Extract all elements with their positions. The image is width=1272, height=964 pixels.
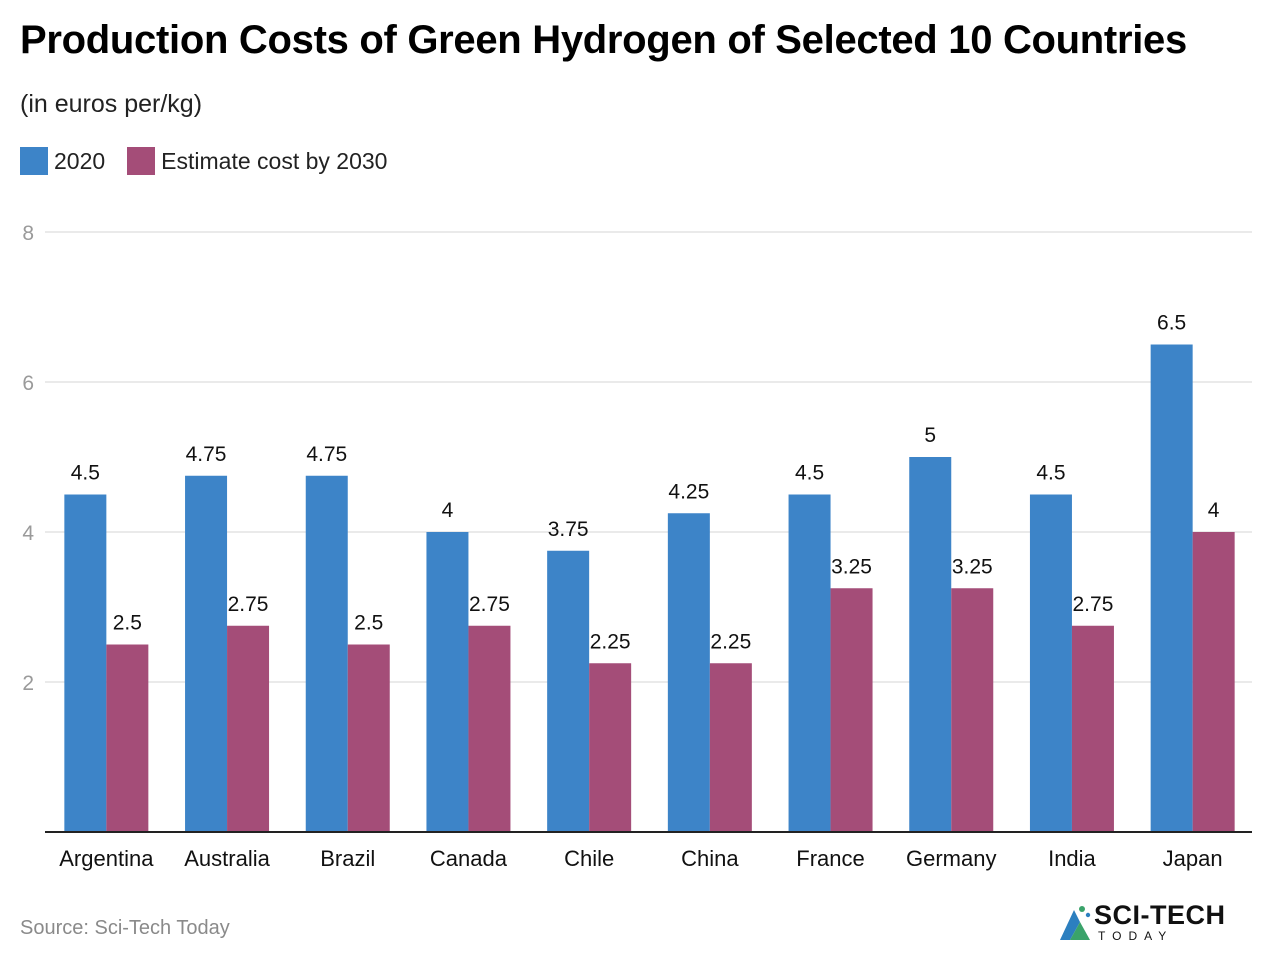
- x-tick-label: Canada: [430, 846, 508, 871]
- x-tick-label: Japan: [1163, 846, 1223, 871]
- x-tick-label: India: [1048, 846, 1096, 871]
- data-label: 3.25: [952, 555, 993, 578]
- data-label: 2.5: [113, 612, 142, 635]
- bar: [709, 663, 752, 832]
- logo-subtext: TODAY: [1098, 929, 1174, 943]
- bar: [227, 625, 270, 832]
- data-label: 4.75: [186, 443, 227, 466]
- data-label: 6.5: [1157, 312, 1186, 335]
- data-label: 4.5: [1036, 462, 1065, 485]
- bar: [106, 644, 149, 832]
- source-note: Source: Sci-Tech Today: [20, 917, 230, 939]
- x-tick-label: China: [681, 846, 739, 871]
- logo-text: SCI-TECH: [1094, 900, 1226, 930]
- data-label: 3.75: [548, 518, 589, 541]
- bar: [830, 588, 873, 832]
- legend-item-2020: 2020: [20, 147, 105, 175]
- x-tick-label: Australia: [184, 846, 270, 871]
- data-label: 2.5: [354, 612, 383, 635]
- data-label: 2.25: [590, 630, 631, 653]
- data-label: 4: [1208, 499, 1220, 522]
- bar: [547, 550, 590, 832]
- data-label: 4.5: [71, 462, 100, 485]
- bar: [305, 475, 348, 832]
- legend-item-2030: Estimate cost by 2030: [127, 147, 387, 175]
- legend: 2020 Estimate cost by 2030: [20, 147, 409, 175]
- bar: [1071, 625, 1114, 832]
- x-tick-label: Chile: [564, 846, 614, 871]
- bar: [426, 532, 469, 832]
- bar: [667, 513, 710, 832]
- data-label: 4.5: [795, 462, 824, 485]
- bar: [951, 588, 994, 832]
- y-tick-label: 8: [22, 222, 34, 245]
- bar: [1192, 532, 1235, 832]
- data-label: 4.75: [306, 443, 347, 466]
- logo-mark-icon: [1060, 906, 1091, 940]
- chart-title: Production Costs of Green Hydrogen of Se…: [20, 18, 1187, 62]
- x-tick-label: France: [796, 846, 864, 871]
- x-tick-label: Argentina: [59, 846, 154, 871]
- bar: [1029, 494, 1072, 832]
- legend-label-2030: Estimate cost by 2030: [161, 147, 388, 174]
- bar: [788, 494, 831, 832]
- data-label: 4: [442, 499, 454, 522]
- y-tick-label: 6: [22, 372, 34, 395]
- y-tick-label: 4: [22, 522, 34, 545]
- data-label: 4.25: [668, 480, 709, 503]
- data-label: 2.25: [710, 630, 751, 653]
- bar: [347, 644, 390, 832]
- y-tick-label: 2: [22, 672, 34, 695]
- bar: [185, 475, 228, 832]
- data-label: 2.75: [228, 593, 269, 616]
- data-label: 2.75: [469, 593, 510, 616]
- legend-swatch-2030: [127, 147, 156, 175]
- bar: [589, 663, 632, 832]
- bar: [468, 625, 511, 832]
- legend-label-2020: 2020: [54, 147, 106, 174]
- bar: [64, 494, 107, 832]
- data-label: 3.25: [831, 555, 872, 578]
- bar: [909, 457, 952, 832]
- x-tick-label: Germany: [906, 846, 996, 871]
- x-tick-label: Brazil: [320, 846, 375, 871]
- data-label: 5: [924, 424, 936, 447]
- chart-subtitle: (in euros per/kg): [20, 90, 203, 118]
- data-label: 2.75: [1073, 593, 1114, 616]
- legend-swatch-2020: [20, 147, 48, 175]
- sci-tech-logo: SCI-TECH TODAY: [1056, 900, 1236, 946]
- bar: [1150, 344, 1193, 832]
